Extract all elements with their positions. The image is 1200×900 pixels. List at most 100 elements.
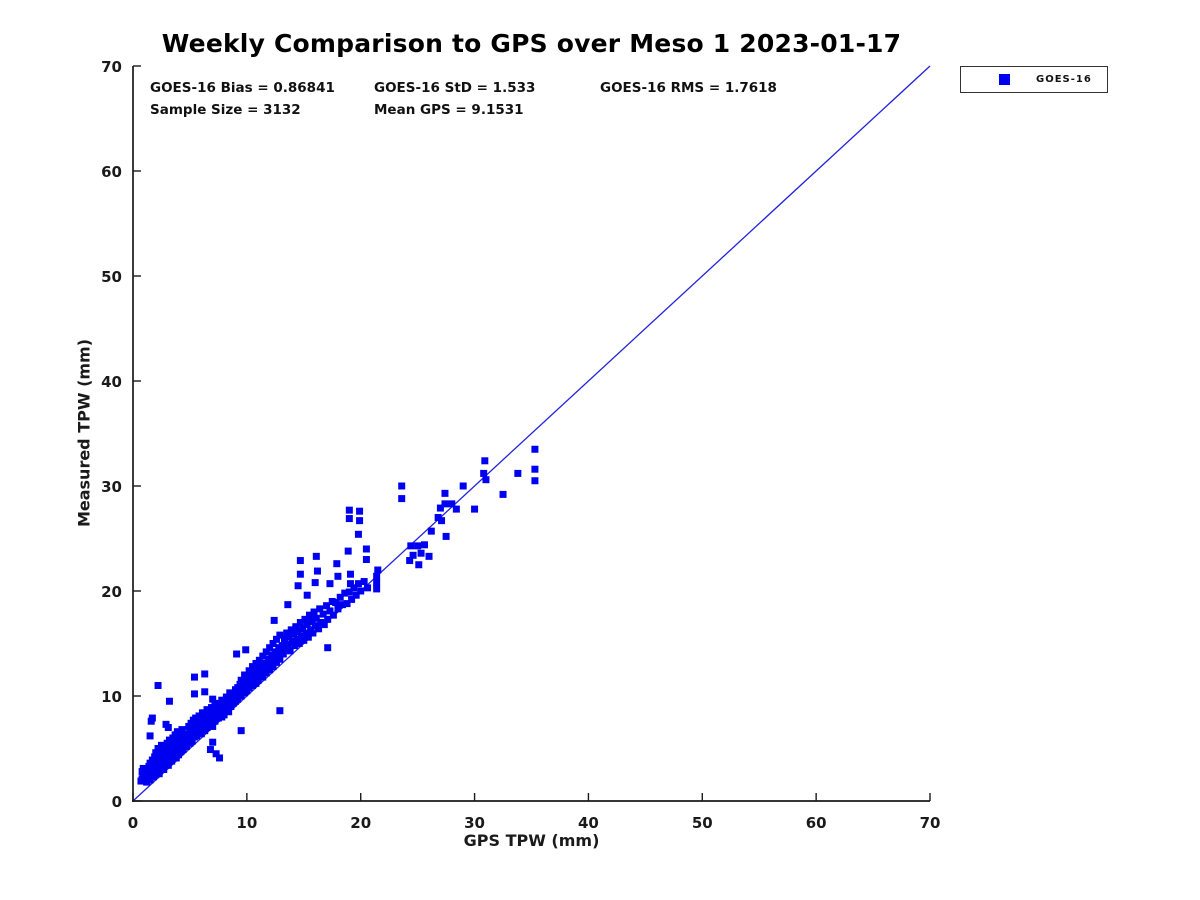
scatter-point: [198, 709, 206, 717]
scatter-point: [323, 602, 331, 610]
scatter-point: [313, 567, 321, 575]
scatter-point: [209, 695, 217, 703]
x-tick-label: 20: [350, 814, 371, 832]
scatter-point: [209, 722, 217, 730]
scatter-point: [334, 605, 342, 613]
scatter-point: [448, 500, 456, 508]
scatter-point: [338, 601, 346, 609]
scatter-point: [287, 626, 295, 634]
scatter-point: [531, 477, 539, 485]
scatter-point: [310, 608, 318, 616]
scatter-point: [296, 557, 304, 565]
y-tick-label: 50: [101, 268, 122, 286]
scatter-point: [425, 552, 433, 560]
scatter-point: [276, 707, 284, 715]
legend: GOES-16: [960, 66, 1108, 93]
scatter-point: [193, 732, 201, 740]
scatter-point: [294, 582, 302, 590]
scatter-point: [302, 629, 310, 637]
scatter-point: [154, 682, 162, 689]
scatter-point: [373, 572, 381, 580]
scatter-point: [345, 506, 353, 514]
scatter-point: [480, 469, 488, 477]
y-axis-label: Measured TPW (mm): [74, 338, 94, 528]
scatter-point: [286, 647, 294, 655]
scatter-point: [242, 646, 250, 654]
scatter-point: [254, 676, 262, 684]
scatter-point: [296, 570, 304, 578]
scatter-point: [237, 727, 245, 735]
y-tick-label: 40: [101, 373, 122, 391]
x-axis-label: GPS TPW (mm): [463, 831, 600, 850]
stat-bias: GOES-16 Bias = 0.86841: [150, 80, 335, 96]
scatter-point: [188, 737, 196, 745]
scatter-point: [282, 645, 290, 653]
scatter-point: [312, 614, 320, 622]
scatter-point: [345, 588, 353, 596]
scatter-point: [308, 617, 316, 625]
scatter-point: [415, 561, 423, 569]
scatter-point: [220, 711, 228, 719]
y-tick-label: 20: [101, 583, 122, 601]
scatter-point: [201, 670, 209, 678]
scatter-point: [364, 584, 372, 592]
scatter-point: [209, 738, 217, 746]
scatter-point: [276, 655, 284, 663]
scatter-point: [299, 625, 307, 633]
scatter-point: [373, 579, 381, 587]
x-tick-label: 50: [692, 814, 713, 832]
scatter-point: [311, 579, 319, 587]
scatter-point: [280, 635, 288, 643]
scatter-point: [481, 457, 489, 465]
scatter-point: [354, 580, 362, 588]
scatter-point: [374, 566, 382, 574]
scatter-point: [245, 667, 253, 675]
scatter-point: [165, 697, 173, 705]
scatter-point: [190, 690, 198, 698]
scatter-point: [360, 578, 368, 586]
scatter-point: [315, 625, 323, 633]
scatter-point: [285, 633, 293, 641]
scatter-point: [319, 610, 327, 618]
scatter-point: [309, 629, 317, 637]
scatter-point: [312, 552, 320, 560]
x-tick-label: 10: [236, 814, 257, 832]
scatter-point: [343, 600, 351, 608]
scatter-point: [346, 570, 354, 578]
scatter-point: [499, 490, 507, 498]
scatter-point: [233, 650, 241, 658]
scatter-point: [531, 465, 539, 473]
scatter-point: [203, 706, 211, 714]
stat-rms: GOES-16 RMS = 1.7618: [600, 80, 777, 96]
scatter-point: [409, 551, 417, 559]
scatter-point: [216, 754, 224, 762]
scatter-point: [352, 591, 360, 599]
y-tick-label: 60: [101, 163, 122, 181]
scatter-point: [407, 542, 415, 550]
scatter-point: [356, 517, 364, 525]
scatter-point: [336, 593, 344, 601]
chart-title: Weekly Comparison to GPS over Meso 1 202…: [161, 29, 902, 58]
scatter-point: [164, 761, 172, 769]
scatter-point: [398, 482, 406, 490]
scatter-point: [304, 633, 312, 641]
x-tick-label: 0: [128, 814, 138, 832]
scatter-point: [305, 611, 313, 619]
scatter-point: [291, 642, 299, 650]
scatter-point: [303, 591, 311, 599]
scatter-point: [298, 632, 306, 640]
scatter-point: [333, 560, 341, 568]
scatter-point: [148, 714, 156, 722]
scatter-point: [276, 631, 284, 639]
scatter-point: [427, 527, 435, 535]
scatter-point: [459, 482, 467, 490]
stat-sample-size: Sample Size = 3132: [150, 102, 301, 118]
scatter-point: [284, 601, 292, 609]
scatter-point: [332, 599, 340, 607]
scatter-point: [348, 595, 356, 603]
scatter-point: [531, 445, 539, 453]
scatter-point: [288, 637, 296, 645]
scatter-point: [441, 500, 449, 508]
